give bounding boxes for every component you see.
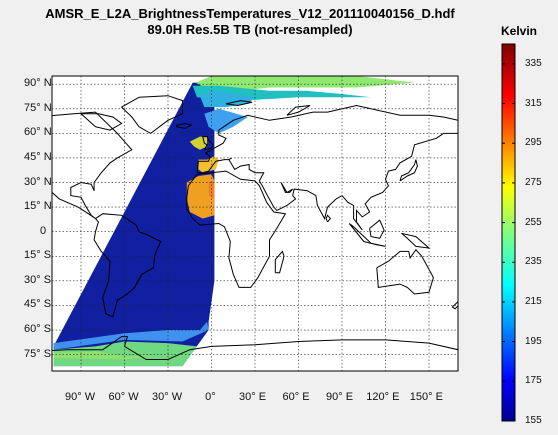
colorbar-gradient xyxy=(501,43,516,422)
colorbar-tick-label: 295 xyxy=(525,137,542,149)
coast-indonesia xyxy=(348,223,386,247)
colorbar-tick-label: 335 xyxy=(525,57,542,69)
map-content xyxy=(52,76,458,371)
coast-new-guinea xyxy=(401,232,431,249)
coast-novaya-zemlya xyxy=(286,105,311,116)
lon-label: 90° E xyxy=(326,391,354,403)
map-frame-border xyxy=(51,75,459,372)
coast-sri-lanka xyxy=(325,214,332,223)
colorbar-tick-label: 195 xyxy=(525,335,542,347)
coast-madagascar xyxy=(274,250,285,274)
lat-label: 60° S xyxy=(24,323,52,336)
coast-greenland xyxy=(120,95,183,134)
lat-label: 30° N xyxy=(24,175,52,188)
swath-british-isles xyxy=(189,136,208,150)
coast-baffin xyxy=(79,113,123,131)
plot-title-line1: AMSR_E_L2A_BrightnessTemperatures_V12_20… xyxy=(45,6,455,21)
lat-label: 15° N xyxy=(24,200,52,213)
swath-sahara-hot xyxy=(208,180,215,199)
plot-title-line2: 89.0H Res.5B TB (not-resampled) xyxy=(147,22,353,37)
coast-svalbard xyxy=(225,100,253,107)
lat-label: 15° S xyxy=(24,249,52,262)
colorbar-tick-label: 215 xyxy=(525,295,542,307)
lat-label: 45° S xyxy=(24,298,52,311)
colorbar-tick-label: 255 xyxy=(525,216,542,228)
coast-borneo xyxy=(369,219,385,239)
lon-label: 60° W xyxy=(108,391,139,403)
coast-iceland xyxy=(176,122,193,129)
coast-north-america xyxy=(52,111,133,220)
lat-label: 90° N xyxy=(24,77,52,90)
lon-label: 0° xyxy=(205,391,216,403)
swath-greenland-strip xyxy=(199,90,255,108)
colorbar-tick-label: 275 xyxy=(525,176,542,188)
lat-label: 30° S xyxy=(24,273,52,286)
swath-sahara xyxy=(186,174,215,219)
swath-scandinavia xyxy=(204,108,248,134)
swath-antarctic-shelf xyxy=(53,351,154,360)
lat-label: 0 xyxy=(40,224,47,237)
lon-label: 30° E xyxy=(239,391,267,403)
coast-british-isles xyxy=(202,136,214,151)
lon-label: 60° E xyxy=(282,391,310,403)
colorbar-tick-label: 155 xyxy=(525,415,542,426)
colorbar-tick-label: 315 xyxy=(525,97,542,109)
swath-arctic-ice xyxy=(195,76,415,91)
colorbar-tick-label: 175 xyxy=(525,375,542,387)
coast-eurasia xyxy=(196,104,458,231)
lon-label: 30° W xyxy=(152,391,183,403)
colorbar-title: Kelvin xyxy=(501,24,538,38)
coast-japan xyxy=(399,159,418,182)
colorbar-tick-label: 235 xyxy=(525,256,542,268)
lat-label: 75° N xyxy=(24,101,52,114)
swath-southern-ocean xyxy=(53,321,209,350)
lat-label: 45° N xyxy=(24,150,52,163)
lat-label: 60° N xyxy=(24,126,52,139)
coast-south-america xyxy=(93,213,162,318)
lon-label: 150° E xyxy=(409,391,443,403)
coast-arabia-gulf xyxy=(280,182,294,194)
lon-label: 120° E xyxy=(366,391,400,403)
lon-label: 90° W xyxy=(65,391,96,403)
coast-new-zealand xyxy=(451,300,458,310)
swath-iberia xyxy=(198,156,219,173)
lat-label: 75° S xyxy=(24,347,52,360)
swath-ocean xyxy=(53,82,215,367)
